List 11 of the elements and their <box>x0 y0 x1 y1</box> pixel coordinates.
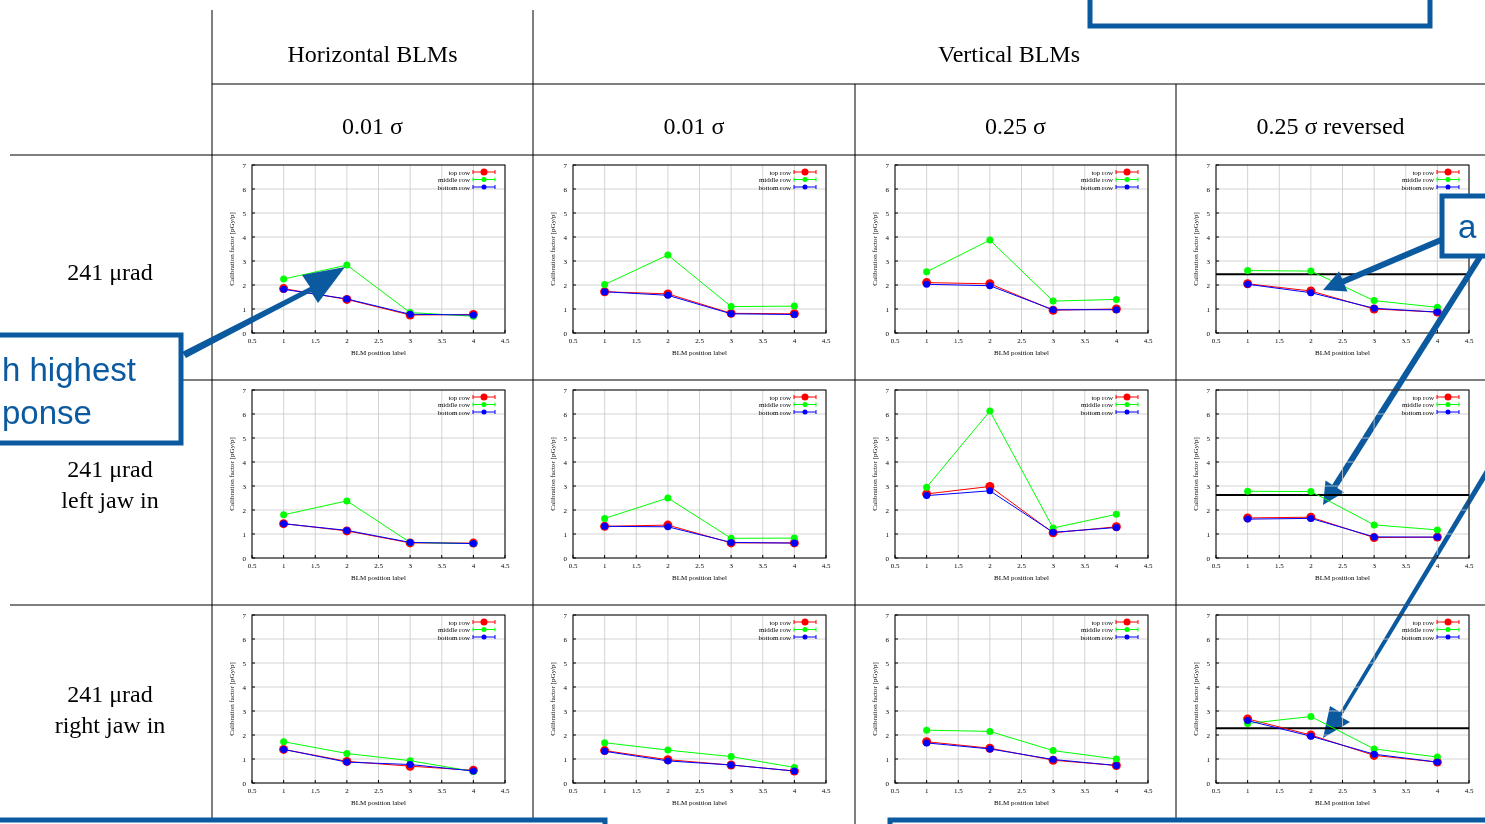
chart-title: 0.01 σ <box>663 113 725 139</box>
chart-title: 0.25 σ reversed <box>1256 113 1405 139</box>
text: Vertical BLMs <box>938 41 1080 67</box>
chart-title: 0.25 σ <box>985 113 1047 139</box>
chart-title: 0.01 σ <box>342 113 404 139</box>
text: 241 μrad left jaw in <box>61 456 159 513</box>
text: 241 μrad right jaw in <box>54 681 166 738</box>
text: 241 μrad <box>67 259 153 285</box>
annotation: a <box>1458 208 1477 245</box>
text: Horizontal BLMs <box>287 41 458 67</box>
text: h highest ponse <box>2 351 136 431</box>
